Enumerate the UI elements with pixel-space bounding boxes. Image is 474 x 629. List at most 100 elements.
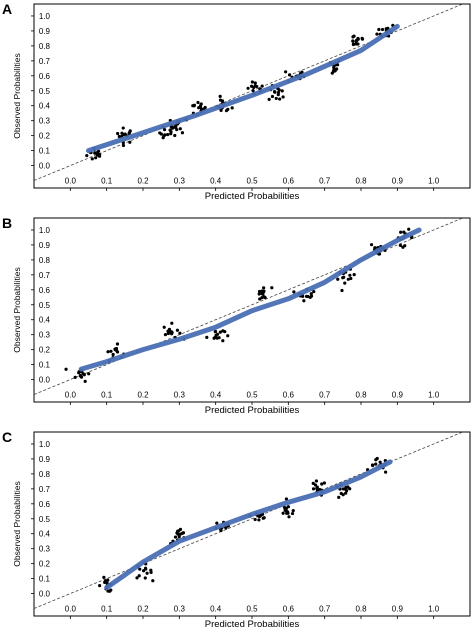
data-point [162, 128, 167, 132]
x-tick-label: 0.2 [137, 177, 149, 186]
data-point [260, 84, 264, 88]
y-axis-title: Observed Probabilities [12, 267, 22, 353]
data-point [162, 325, 166, 329]
y-axis-title: Observed Probabilities [12, 53, 22, 139]
data-point [166, 132, 170, 137]
y-tick-label: 0.0 [39, 590, 51, 599]
data-point [260, 289, 264, 293]
panel-a: A 0.00.10.20.30.40.50.60.70.80.91.0 0.0 0… [2, 1, 471, 202]
data-point [253, 517, 257, 522]
x-axis: 0.0 0.1 0.2 0.3 0.4 0.5 0.6 0.7 0.8 0.9 1.0 [65, 391, 440, 405]
y-tick-label: 0.8 [39, 470, 51, 479]
data-point [246, 86, 250, 90]
data-point [173, 535, 178, 539]
data-point [273, 90, 277, 94]
data-point [218, 94, 222, 98]
y-tick-label: 0.8 [39, 42, 51, 51]
x-tick-label: 0.0 [65, 605, 77, 614]
data-point [377, 252, 382, 256]
data-point [169, 132, 173, 136]
data-point [336, 63, 340, 67]
data-point [270, 94, 275, 99]
data-point [197, 106, 201, 110]
y-tick-label: 0.4 [39, 530, 51, 539]
data-point [103, 580, 107, 584]
data-point [407, 227, 411, 231]
y-tick-label: 1.0 [39, 12, 51, 21]
data-point [163, 333, 168, 337]
x-tick-label: 0.5 [246, 605, 258, 614]
data-point [354, 38, 359, 42]
data-point [341, 276, 345, 280]
data-point [175, 127, 179, 132]
data-point [79, 375, 84, 379]
y-tick-label: 0.2 [39, 132, 51, 141]
x-axis: 0.0 0.1 0.2 0.3 0.4 0.5 0.6 0.7 0.8 0.9 1.0 [65, 605, 440, 619]
panel-c: C 0.00.10.20.30.40.50.60.70.80.91.0 0.0 0… [2, 429, 471, 629]
data-point [260, 291, 264, 296]
y-tick-label: 0.6 [39, 286, 51, 295]
y-tick-label: 0.7 [39, 57, 51, 66]
x-tick-label: 0.3 [174, 605, 186, 614]
x-tick-label: 0.7 [319, 605, 331, 614]
data-point [115, 342, 120, 346]
data-point [192, 104, 196, 108]
data-point [306, 294, 310, 299]
x-tick-label: 0.8 [355, 177, 367, 186]
y-tick-label: 0.4 [39, 316, 51, 325]
data-point [93, 151, 97, 155]
x-tick-label: 0.4 [210, 391, 222, 400]
data-point [283, 507, 287, 511]
x-tick-label: 0.3 [174, 391, 186, 400]
data-point [176, 532, 180, 536]
panel-b: B 0.00.10.20.30.40.50.60.70.80.91.0 0.0 0… [2, 215, 471, 416]
data-point [276, 93, 280, 97]
data-point [301, 294, 305, 298]
x-tick-label: 0.8 [355, 605, 367, 614]
data-point [102, 575, 106, 579]
data-point [267, 97, 271, 101]
smoothed-calibration-curve [104, 459, 393, 591]
data-point [344, 491, 348, 495]
data-point [315, 485, 319, 489]
data-point [219, 108, 223, 112]
data-point [213, 330, 217, 334]
data-point [258, 297, 262, 301]
data-point [221, 329, 225, 333]
data-point [371, 463, 375, 467]
y-tick-label: 0.7 [39, 271, 51, 280]
x-tick-label: 0.2 [137, 391, 149, 400]
x-tick-label: 0.1 [101, 605, 113, 614]
data-point [374, 462, 378, 466]
data-point [149, 568, 153, 572]
data-point [145, 571, 149, 575]
data-point [287, 73, 292, 77]
data-point [123, 132, 127, 136]
data-point [177, 535, 181, 539]
data-point [158, 131, 162, 135]
data-point [332, 68, 336, 72]
data-point [178, 127, 182, 131]
data-point [354, 42, 358, 46]
data-point [312, 290, 316, 294]
data-point [257, 292, 261, 296]
y-tick-label: 0.9 [39, 27, 51, 36]
x-tick-label: 0.9 [392, 177, 404, 186]
smoothed-calibration-curve [86, 23, 400, 154]
panel-label: A [2, 1, 12, 17]
data-point [280, 89, 284, 93]
data-point [90, 157, 94, 161]
data-point [274, 96, 278, 101]
data-point [97, 154, 102, 158]
data-point [106, 578, 110, 582]
data-point [175, 328, 180, 332]
data-point [109, 349, 113, 353]
y-tick-label: 0.9 [39, 455, 51, 464]
data-point [109, 588, 113, 592]
data-point [224, 109, 229, 113]
data-point [330, 71, 334, 75]
y-tick-label: 0.3 [39, 117, 51, 126]
data-point [311, 481, 315, 485]
y-tick-label: 0.5 [39, 515, 51, 524]
data-point [217, 336, 221, 340]
